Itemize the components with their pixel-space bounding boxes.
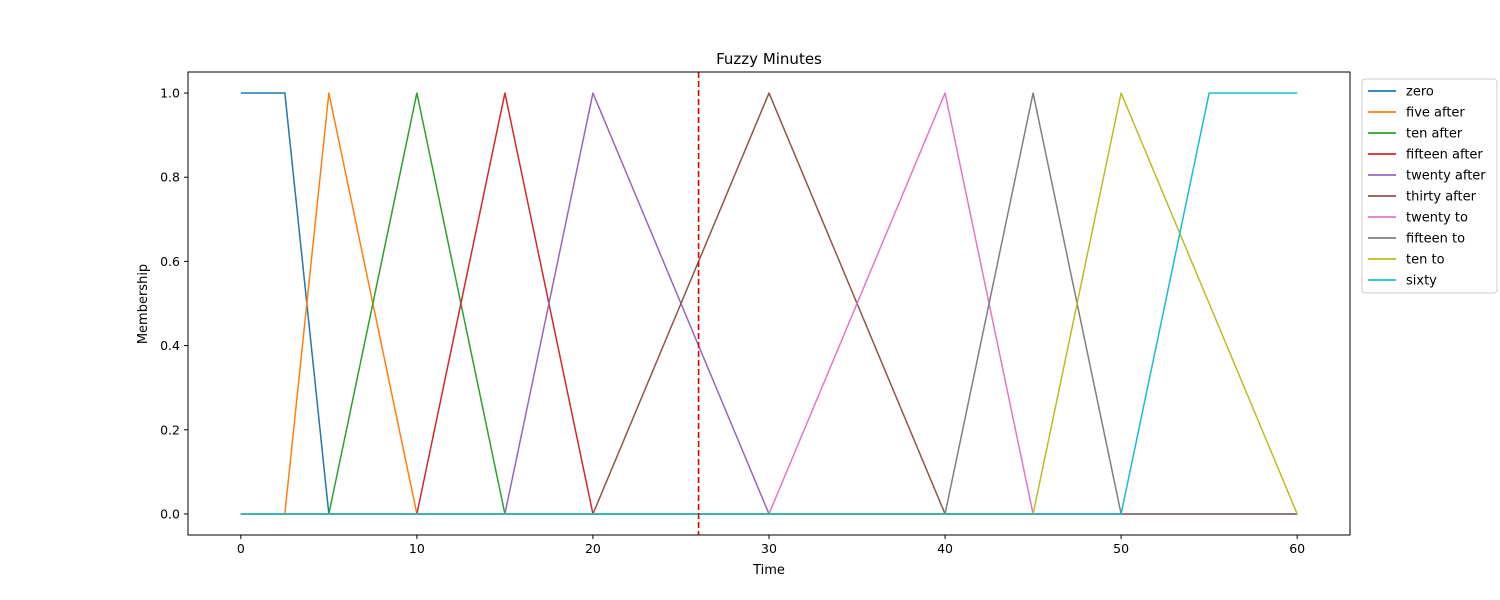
series-line-twenty-after [240, 92, 1298, 515]
series-line-ten-after [240, 92, 1298, 515]
legend-label-fifteen-to: fifteen to [1406, 232, 1465, 247]
legend-label-ten-to: ten to [1406, 253, 1445, 268]
legend-label-ten-after: ten after [1406, 127, 1463, 142]
x-tick-label: 10 [409, 541, 425, 556]
plot-frame [187, 71, 1351, 536]
chart-title: Fuzzy Minutes [716, 50, 822, 68]
x-tick-label: 20 [585, 541, 601, 556]
y-tick-label: 0.8 [160, 170, 180, 185]
series-line-sixty [240, 92, 1298, 515]
legend-label-sixty: sixty [1406, 274, 1437, 289]
legend-label-thirty-after: thirty after [1406, 190, 1477, 205]
y-axis-label: Membership [136, 264, 151, 344]
x-tick-label: 60 [1289, 541, 1305, 556]
plot-area [240, 92, 1298, 515]
series-line-fifteen-after [240, 92, 1298, 515]
series-line-fifteen-to [240, 92, 1298, 515]
y-tick-label: 1.0 [160, 86, 180, 101]
y-axis-ticks: 0.0 0.2 0.4 0.6 0.8 1.0 [160, 86, 188, 521]
series-line-twenty-to [240, 92, 1298, 515]
x-axis-label: Time [752, 563, 785, 578]
x-tick-label: 40 [937, 541, 953, 556]
y-tick-label: 0.4 [160, 338, 180, 353]
y-tick-label: 0.0 [160, 506, 180, 521]
legend: zero five after ten after fifteen after twen… [1361, 78, 1498, 294]
x-axis-ticks: 0 10 20 30 40 50 60 [237, 535, 1305, 556]
series-line-five-after [240, 92, 1298, 515]
y-tick-label: 0.2 [160, 422, 180, 437]
series-line-ten-to [240, 92, 1298, 515]
series-line-zero [240, 92, 1298, 515]
y-tick-label: 0.6 [160, 254, 180, 269]
x-tick-label: 0 [237, 541, 245, 556]
x-tick-label: 50 [1113, 541, 1129, 556]
legend-label-zero: zero [1406, 85, 1434, 100]
legend-label-twenty-after: twenty after [1406, 169, 1486, 184]
series-line-thirty-after [240, 92, 1298, 515]
legend-label-five-after: five after [1406, 106, 1465, 121]
legend-label-fifteen-after: fifteen after [1406, 148, 1483, 163]
x-tick-label: 30 [761, 541, 777, 556]
legend-label-twenty-to: twenty to [1406, 211, 1468, 226]
legend-items: zero five after ten after fifteen after twen… [1368, 85, 1486, 289]
